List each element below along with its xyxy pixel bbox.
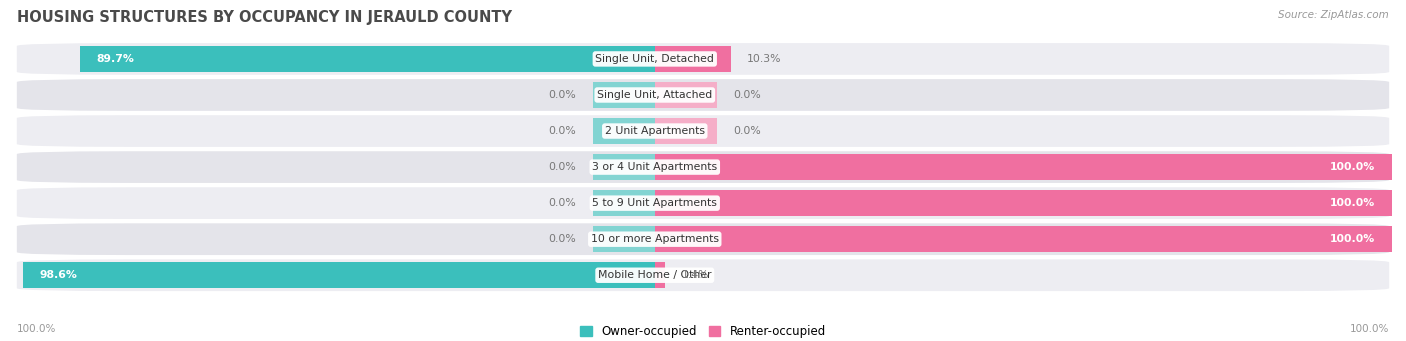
Text: 0.0%: 0.0%	[548, 234, 576, 244]
Text: 0.0%: 0.0%	[734, 90, 761, 100]
Text: HOUSING STRUCTURES BY OCCUPANCY IN JERAULD COUNTY: HOUSING STRUCTURES BY OCCUPANCY IN JERAU…	[17, 10, 512, 25]
Bar	[593, 226, 655, 252]
Bar	[655, 82, 717, 108]
Bar	[655, 46, 731, 72]
Text: 1.4%: 1.4%	[682, 270, 709, 280]
Text: Single Unit, Detached: Single Unit, Detached	[595, 54, 714, 64]
Text: 2 Unit Apartments: 2 Unit Apartments	[605, 126, 704, 136]
FancyBboxPatch shape	[17, 260, 1389, 291]
Text: 0.0%: 0.0%	[548, 126, 576, 136]
Text: 10 or more Apartments: 10 or more Apartments	[591, 234, 718, 244]
Bar	[80, 46, 655, 72]
Text: 100.0%: 100.0%	[1350, 324, 1389, 334]
Text: Single Unit, Attached: Single Unit, Attached	[598, 90, 713, 100]
Text: 89.7%: 89.7%	[97, 54, 135, 64]
Text: 10.3%: 10.3%	[747, 54, 782, 64]
Bar	[593, 190, 655, 216]
Text: 100.0%: 100.0%	[1330, 234, 1375, 244]
Bar	[655, 226, 1392, 252]
Text: Source: ZipAtlas.com: Source: ZipAtlas.com	[1278, 10, 1389, 20]
Text: 0.0%: 0.0%	[734, 126, 761, 136]
Text: Mobile Home / Other: Mobile Home / Other	[598, 270, 711, 280]
Text: 100.0%: 100.0%	[1330, 162, 1375, 172]
Text: 0.0%: 0.0%	[548, 162, 576, 172]
Bar	[22, 262, 655, 288]
Bar	[655, 118, 717, 144]
Text: 0.0%: 0.0%	[548, 90, 576, 100]
Bar	[655, 262, 665, 288]
FancyBboxPatch shape	[17, 151, 1389, 183]
Bar	[593, 82, 655, 108]
FancyBboxPatch shape	[17, 43, 1389, 75]
Bar	[655, 154, 1392, 180]
Text: 98.6%: 98.6%	[39, 270, 77, 280]
Text: 100.0%: 100.0%	[17, 324, 56, 334]
Text: 5 to 9 Unit Apartments: 5 to 9 Unit Apartments	[592, 198, 717, 208]
Bar	[655, 190, 1392, 216]
FancyBboxPatch shape	[17, 223, 1389, 255]
Text: 100.0%: 100.0%	[1330, 198, 1375, 208]
Text: 0.0%: 0.0%	[548, 198, 576, 208]
FancyBboxPatch shape	[17, 187, 1389, 219]
FancyBboxPatch shape	[17, 79, 1389, 111]
Text: 3 or 4 Unit Apartments: 3 or 4 Unit Apartments	[592, 162, 717, 172]
Bar	[593, 118, 655, 144]
Bar	[593, 154, 655, 180]
FancyBboxPatch shape	[17, 115, 1389, 147]
Legend: Owner-occupied, Renter-occupied: Owner-occupied, Renter-occupied	[575, 321, 831, 341]
